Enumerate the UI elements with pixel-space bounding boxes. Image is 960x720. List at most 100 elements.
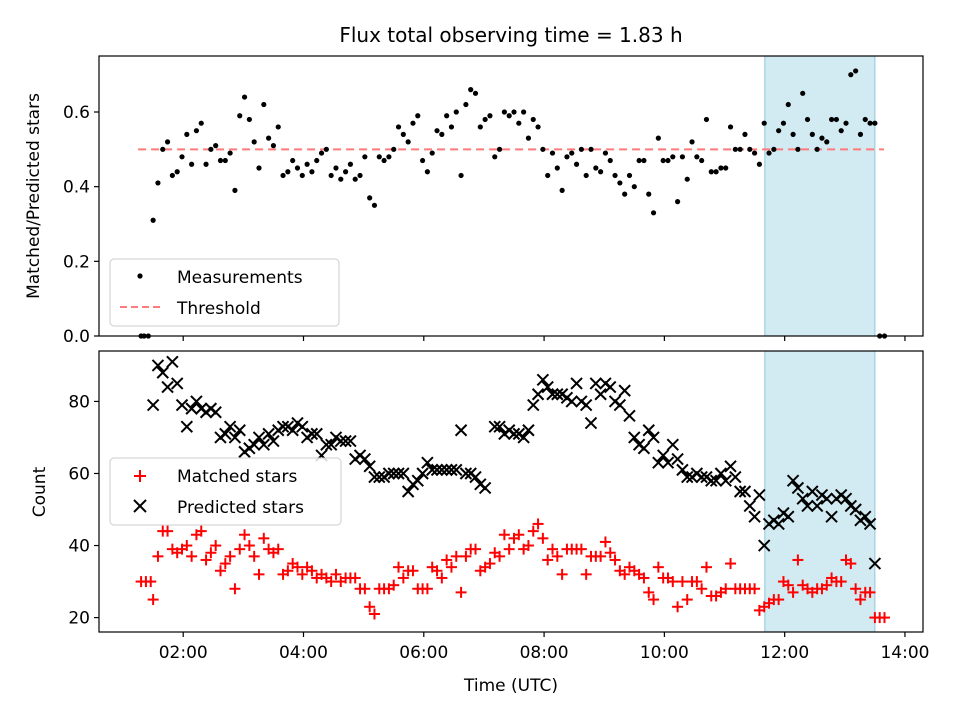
y-tick-label: 60 — [68, 464, 90, 484]
matched-star-point — [676, 576, 688, 588]
highlight-band — [764, 55, 876, 337]
matched-star-point — [145, 576, 157, 588]
measurement-point — [771, 146, 777, 152]
measurement-point — [809, 131, 815, 137]
matched-star-point — [864, 586, 876, 598]
predicted-star-point — [219, 427, 232, 441]
predicted-star-point — [594, 388, 607, 401]
matched-star-point — [542, 554, 554, 566]
matched-star-point — [609, 554, 621, 566]
predicted-star-point — [411, 474, 424, 487]
measurement-point — [261, 101, 267, 108]
measurement-point — [198, 120, 204, 126]
measurements-points — [138, 68, 888, 339]
matched-star-point — [147, 594, 159, 606]
measurement-point — [328, 172, 334, 179]
matched-star-point — [282, 565, 294, 577]
measurement-point — [756, 161, 763, 167]
measurement-point — [804, 116, 811, 123]
matched-star-point — [494, 550, 506, 562]
matched-star-point — [850, 583, 862, 595]
predicted-star-point — [714, 467, 728, 480]
predicted-star-point — [493, 420, 506, 433]
predicted-star-point — [806, 485, 819, 498]
highlight-band — [764, 350, 876, 633]
matched-star-point — [296, 568, 308, 580]
top-highlight-band — [764, 55, 876, 337]
x-tick-label: 08:00 — [520, 643, 569, 663]
measurement-point — [496, 146, 503, 152]
predicted-star-point — [324, 438, 338, 451]
matched-star-point — [181, 540, 193, 552]
matched-star-point — [599, 536, 611, 548]
matched-star-point — [421, 583, 433, 595]
measurement-point — [675, 199, 681, 205]
predicted-star-point — [267, 434, 280, 448]
matched-star-point — [186, 550, 198, 562]
measurement-point — [713, 169, 719, 175]
measurement-point — [545, 172, 551, 179]
measurement-point — [362, 154, 368, 160]
matched-star-point — [595, 550, 607, 562]
measurement-point — [588, 146, 594, 152]
predicted-star-point — [161, 380, 174, 394]
matched-star-point — [691, 576, 703, 588]
predicted-star-point — [825, 510, 838, 523]
predicted-star-point — [748, 510, 761, 523]
x-tick-label: 12:00 — [760, 643, 809, 663]
legend-measurements-marker — [137, 273, 143, 279]
predicted-star-point — [286, 424, 299, 437]
measurement-point — [617, 180, 623, 186]
predicted-star-point — [358, 452, 372, 466]
predicted-star-point — [786, 474, 800, 487]
matched-star-point — [330, 568, 342, 580]
matched-star-point — [229, 583, 241, 595]
measurement-point — [626, 172, 633, 179]
measurement-point — [559, 187, 565, 193]
matched-star-point — [556, 568, 568, 580]
matched-star-point — [522, 540, 534, 552]
measurement-point — [727, 124, 734, 130]
x-axis-label: Time (UTC) — [463, 676, 558, 696]
measurement-point — [790, 131, 796, 137]
measurement-point — [636, 157, 642, 164]
measurement-point — [703, 116, 710, 123]
predicted-star-point — [426, 463, 439, 477]
measurement-point — [487, 113, 493, 119]
measurement-point — [598, 169, 604, 175]
predicted-star-point — [772, 517, 785, 531]
matched-star-point — [749, 583, 761, 595]
matched-star-point — [349, 572, 361, 584]
measurement-point — [338, 176, 344, 182]
predicted-star-point — [738, 485, 752, 498]
legend-predicted-label: Predicted stars — [177, 498, 304, 518]
predicted-star-point — [839, 492, 853, 505]
measurement-point — [472, 90, 479, 96]
measurement-point — [304, 161, 310, 167]
legend-matched-marker — [134, 470, 146, 482]
measurement-point — [602, 150, 609, 156]
predicted-star-point — [849, 503, 862, 516]
matched-star-point — [239, 529, 251, 541]
predicted-star-point — [810, 499, 824, 513]
matched-star-point — [672, 601, 684, 613]
measurement-point — [646, 191, 652, 197]
matched-star-point — [364, 601, 376, 613]
matched-star-point — [720, 583, 732, 595]
measurement-point — [150, 217, 156, 223]
predicted-star-point — [296, 420, 309, 433]
matched-star-point — [253, 568, 265, 580]
predicted-star-point — [642, 424, 655, 437]
bottom-y-ticks: 20 40 60 80 — [68, 392, 99, 629]
predicted-star-point — [469, 470, 482, 484]
matched-star-point — [445, 561, 457, 573]
matched-star-point — [681, 594, 693, 606]
matched-star-point — [205, 547, 217, 559]
measurement-point — [444, 113, 450, 119]
measurement-point — [776, 128, 782, 134]
predicted-star-point — [382, 467, 396, 480]
measurement-point — [347, 161, 354, 167]
matched-star-point — [503, 543, 515, 555]
predicted-star-point — [170, 377, 184, 390]
